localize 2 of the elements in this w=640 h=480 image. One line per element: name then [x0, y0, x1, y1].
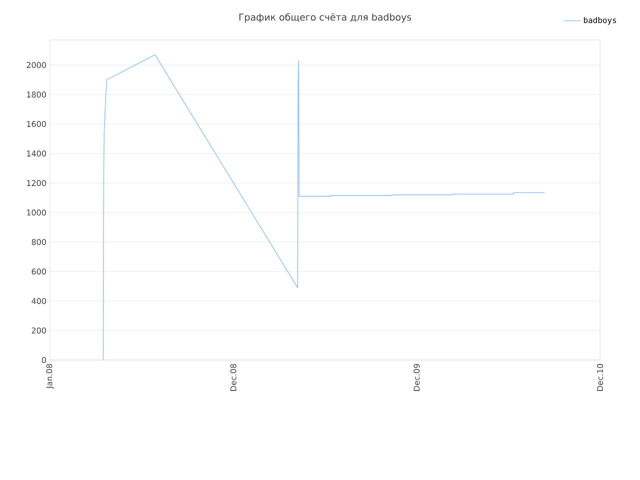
chart-title: График общего счёта для badboys [239, 13, 412, 22]
line-series [102, 54, 546, 360]
